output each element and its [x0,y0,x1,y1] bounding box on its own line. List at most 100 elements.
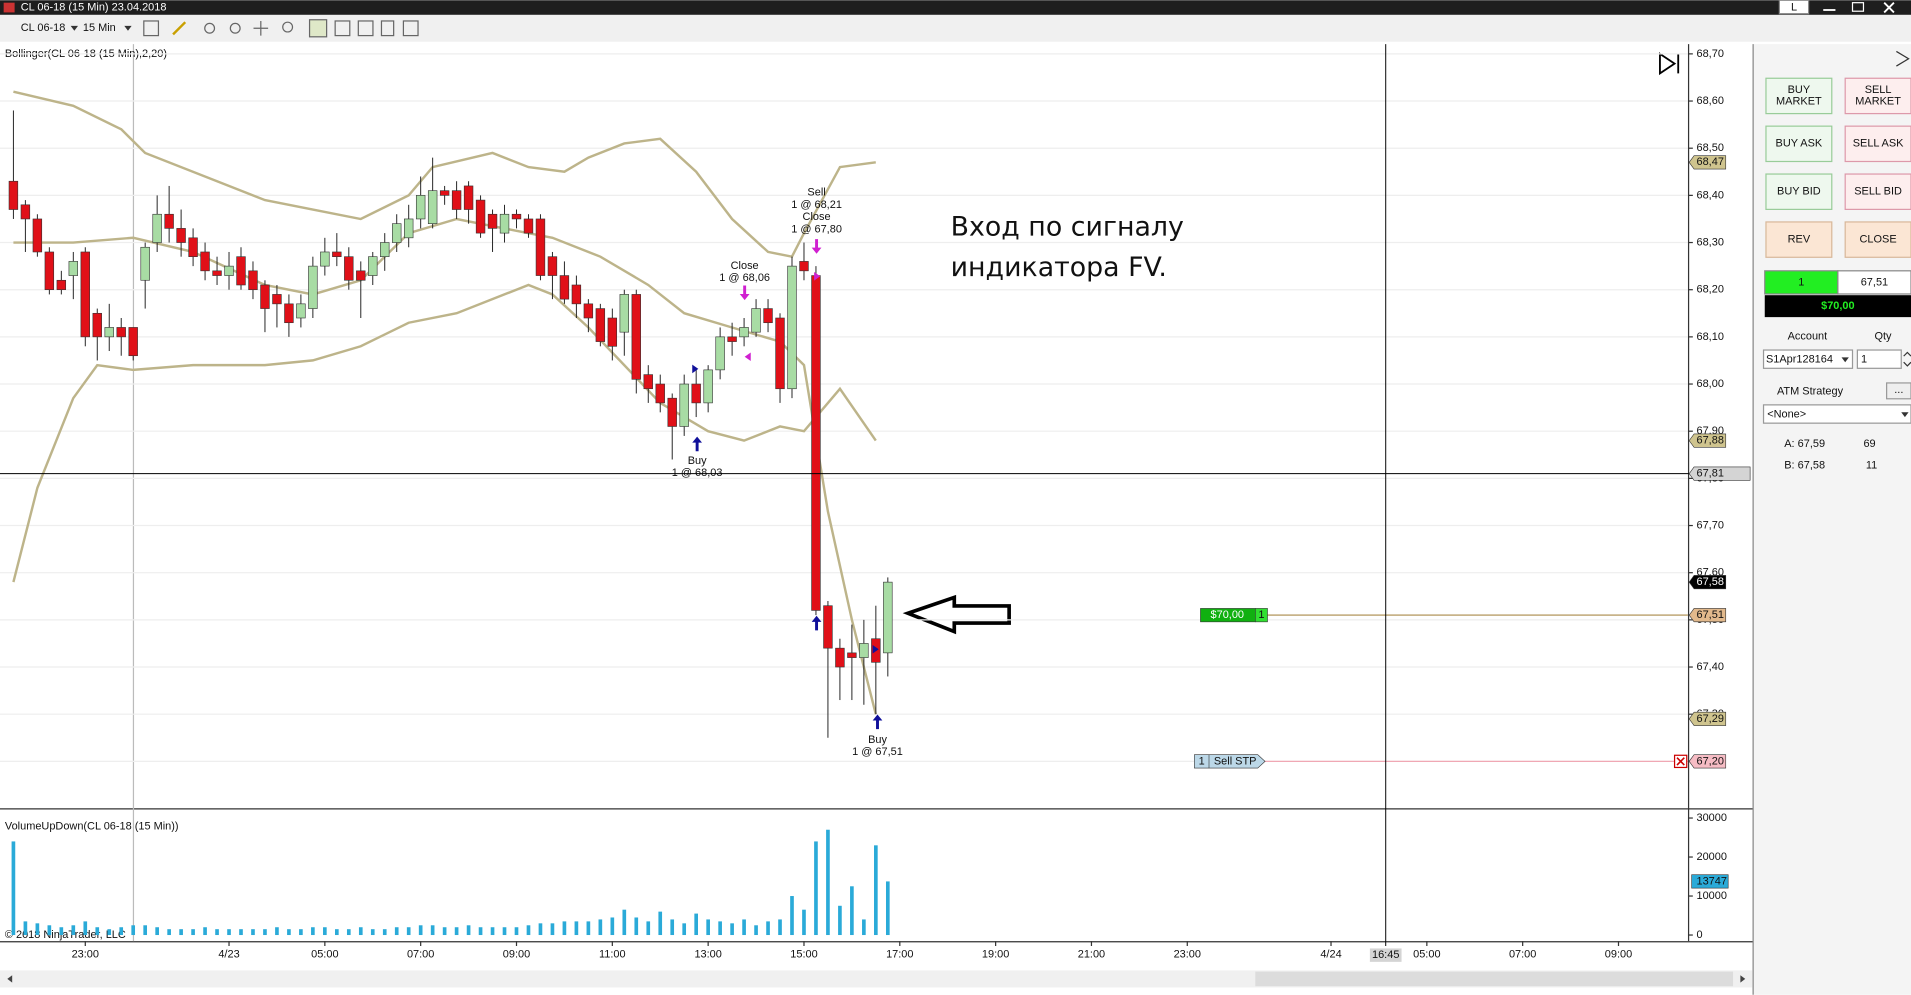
order-button[interactable] [1765,77,1833,115]
price-marker-label: 68,47 [1697,156,1724,168]
volume-bar [586,921,591,936]
volume-bar [370,929,375,936]
order-button[interactable] [1844,221,1911,258]
icon[interactable] [402,20,419,37]
volume-bar [706,919,710,936]
candle-body [380,242,390,257]
order-button[interactable] [1844,77,1911,115]
order-box[interactable] [1194,754,1266,769]
instrument-select[interactable]: CL 06-18 [21,22,66,34]
order-button[interactable] [1765,221,1833,258]
order-button[interactable] [1844,173,1911,210]
candle-body [691,383,701,404]
dropdown-arrow [1841,357,1849,363]
signal-label: 1 @ 68,21 [791,199,842,211]
close-button[interactable] [1883,2,1895,14]
position-pnl: $70,00 [1211,609,1245,621]
order-button-label: MARKET [1776,96,1822,108]
volume-bar [47,925,52,936]
volume-bar [790,896,794,936]
order-button-label: REV [1788,234,1811,246]
icon[interactable] [282,21,294,33]
scroll-end-button[interactable] [1659,52,1680,76]
volume-bar [191,929,195,936]
price-marker-label: 67,88 [1697,435,1724,447]
volume-bar [850,886,854,936]
volume-bar [718,921,722,936]
candle-body [883,581,893,654]
candle-body [80,251,90,338]
candle-body [320,251,330,267]
order-button-label: BUY ASK [1776,138,1823,150]
signal-label: 1 @ 67,80 [791,223,842,235]
account-value: S1Apr128164 [1766,354,1833,366]
dropdown-arrow [124,25,132,31]
icon[interactable] [357,20,374,37]
volume-bar [11,841,16,936]
crosshair-time: 16:45 [1372,949,1399,961]
candle-body [415,195,426,220]
ask-size: 69 [1863,438,1875,450]
volume-bar [562,921,567,936]
volume-bar [299,929,303,936]
icon[interactable] [253,20,269,36]
volume-bar [874,845,878,936]
x-tick-label: 23:00 [72,948,99,960]
icon[interactable] [204,22,216,34]
layout-button[interactable] [1778,0,1810,15]
price-marker-label: 67,81 [1697,468,1724,480]
icon[interactable] [172,21,187,36]
position-qty: 1 [1798,276,1804,288]
panel-toggle[interactable] [1896,50,1910,67]
execution-marker [872,644,879,654]
icon[interactable] [380,20,395,37]
volume-bar [885,881,890,936]
layout-button-label: L [1791,1,1797,13]
order-button-label: MARKET [1855,96,1901,108]
position-price-cell [1837,270,1911,295]
annotation-line: Вход по сигналу [951,212,1184,243]
candle-body [427,190,438,224]
atm-value: <None> [1767,409,1806,421]
volume-bar [203,927,207,936]
signal-label: 1 @ 68,06 [719,272,770,284]
volume-bar [646,921,651,936]
volume-bar [394,927,399,936]
candle-body [535,218,546,276]
order-button[interactable] [1765,125,1833,163]
position-price: 67,51 [1861,276,1888,288]
volume-bar [95,927,100,936]
volume-indicator-label: VolumeUpDown(CL 06-18 (15 Min)) [5,820,179,832]
order-button-label: SELL BID [1854,186,1902,198]
interval-select[interactable]: 15 Min [83,22,116,34]
candle-body [439,190,450,196]
icon[interactable] [308,19,328,38]
candle-body [487,213,498,229]
volume-bar [358,927,363,936]
order-button[interactable] [1765,173,1833,210]
volume-bar [35,923,40,936]
signal-arrow [692,436,702,452]
toolbar-icons [143,19,419,38]
candle-body [68,261,78,276]
volume-bar [287,929,291,936]
signal-arrow [811,615,822,631]
scroll-thumb[interactable] [1255,971,1734,987]
maximize-button[interactable] [1851,2,1865,12]
candle-body [128,327,138,357]
order-button[interactable] [1844,125,1911,163]
order-button-label: CLOSE [1860,234,1897,246]
candle-body [643,374,653,390]
icon[interactable] [143,20,160,37]
atm-select[interactable] [1762,404,1911,424]
account-select[interactable] [1762,349,1854,369]
candle-body [212,270,222,276]
candle-body [260,284,270,309]
icon[interactable] [334,20,351,37]
volume-bar [334,929,339,936]
icon[interactable] [229,22,241,34]
atm-button[interactable] [1886,382,1911,400]
qty-input[interactable] [1856,349,1902,369]
price-marker [1688,711,1727,726]
price-marker [1688,608,1727,623]
